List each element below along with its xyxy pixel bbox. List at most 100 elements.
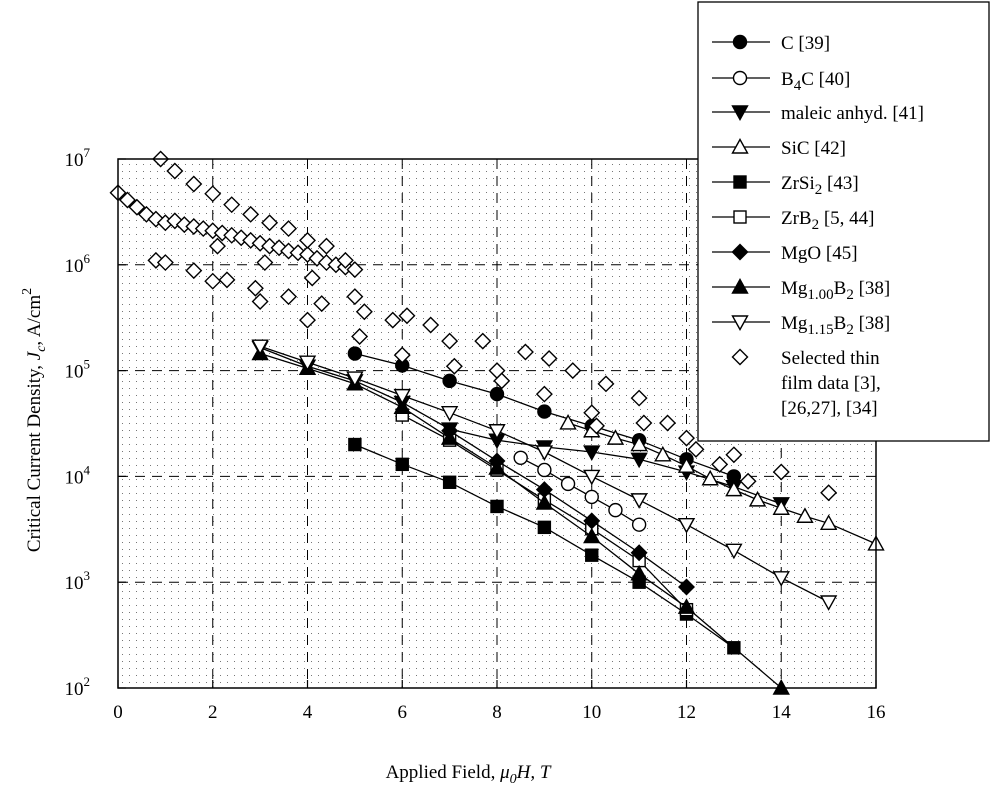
y-axis-label: Critical Current Density, Jc, A/cm2 [20, 288, 49, 552]
legend-label: MgO [45] [781, 243, 858, 264]
data-point [725, 480, 743, 497]
series-0 [347, 346, 742, 484]
data-point [819, 595, 838, 611]
data-point [739, 472, 757, 490]
data-series [109, 150, 885, 695]
legend-label: maleic anhyd. [41] [781, 103, 924, 124]
y-tick-label: 106 [65, 251, 91, 277]
data-point [535, 445, 554, 461]
data-point [535, 494, 554, 510]
legend-item-0: C [39] [712, 33, 830, 54]
series-6 [441, 422, 695, 596]
legend-item-8: Mg1.15B2 [38] [712, 313, 890, 338]
legend-item-6: MgO [45] [712, 243, 858, 264]
data-point [587, 417, 605, 435]
data-point [488, 424, 506, 440]
data-point [280, 220, 298, 238]
data-point [393, 346, 411, 364]
data-point [346, 371, 364, 388]
x-tick-label: 6 [398, 702, 408, 723]
data-point [731, 315, 749, 331]
data-point [185, 262, 203, 280]
data-point [395, 457, 409, 472]
legend-item-5: ZrB2 [5, 44] [712, 208, 875, 233]
legend-label: Selected thin film data [3], [26,27], [34] [781, 348, 881, 419]
data-point [442, 373, 457, 389]
series-line [259, 346, 782, 505]
legend-label: SiC [42] [781, 138, 846, 159]
x-tick-label: 16 [867, 702, 886, 723]
data-point [488, 459, 506, 475]
data-point [204, 185, 222, 203]
legend-item-2: maleic anhyd. [41] [712, 103, 924, 124]
data-point [223, 196, 241, 214]
data-point [346, 288, 364, 306]
data-point [440, 406, 459, 422]
legend-label: ZrB2 [5, 44] [781, 208, 875, 233]
data-point [701, 469, 719, 486]
data-point [585, 548, 599, 562]
data-point [659, 414, 677, 432]
axes: 0 2 4 6 8 10 12 14 16 102 103 104 105 106 107 [65, 145, 886, 723]
data-point [540, 350, 558, 368]
x-tick-label: 8 [492, 702, 502, 723]
data-point [185, 175, 203, 193]
data-point [677, 598, 696, 614]
y-tick-label: 104 [65, 462, 91, 488]
data-point [678, 429, 695, 447]
data-point [630, 389, 648, 407]
data-point [204, 272, 222, 290]
data-point [537, 462, 552, 478]
data-point [654, 445, 672, 462]
data-point [489, 386, 505, 402]
data-point [299, 311, 316, 329]
data-point [393, 398, 411, 414]
data-point [156, 254, 174, 272]
data-point [731, 243, 749, 261]
data-point [584, 489, 599, 505]
data-point [796, 507, 814, 523]
data-point [535, 385, 553, 403]
data-point [635, 414, 653, 432]
data-point [677, 517, 696, 534]
data-point [772, 499, 790, 515]
data-point [608, 502, 623, 518]
data-point [630, 452, 648, 469]
data-point [630, 435, 648, 452]
data-point [583, 445, 601, 461]
legend-item-7: Mg1.00B2 [38] [712, 278, 890, 303]
data-point [299, 231, 316, 249]
data-point [208, 237, 226, 255]
data-point [583, 404, 601, 422]
data-point [733, 175, 747, 189]
series-line [449, 430, 687, 588]
data-point [819, 514, 838, 531]
legend-label: Mg1.15B2 [38] [781, 313, 890, 338]
legend-label: Mg1.00B2 [38] [781, 278, 890, 303]
data-point [261, 214, 279, 232]
data-point [490, 499, 504, 514]
data-point [493, 372, 511, 390]
data-point [678, 578, 695, 596]
data-point [559, 414, 577, 430]
data-point [630, 493, 648, 509]
data-point [280, 288, 298, 306]
data-point [346, 261, 364, 279]
data-point [313, 295, 331, 313]
data-point [630, 544, 648, 562]
data-point [820, 484, 838, 502]
data-point [748, 490, 767, 507]
data-point [384, 311, 402, 329]
data-point [303, 269, 321, 287]
data-point [393, 388, 411, 405]
data-point [725, 446, 743, 464]
data-point [537, 520, 552, 535]
legend-item-9: Selected thin film data [3], [26,27], [34] [731, 348, 881, 419]
data-point [731, 348, 749, 366]
data-point [441, 332, 459, 350]
data-point [630, 564, 648, 581]
data-point [711, 455, 729, 473]
data-point [118, 191, 136, 209]
data-point [731, 278, 749, 294]
data-point [583, 527, 601, 544]
